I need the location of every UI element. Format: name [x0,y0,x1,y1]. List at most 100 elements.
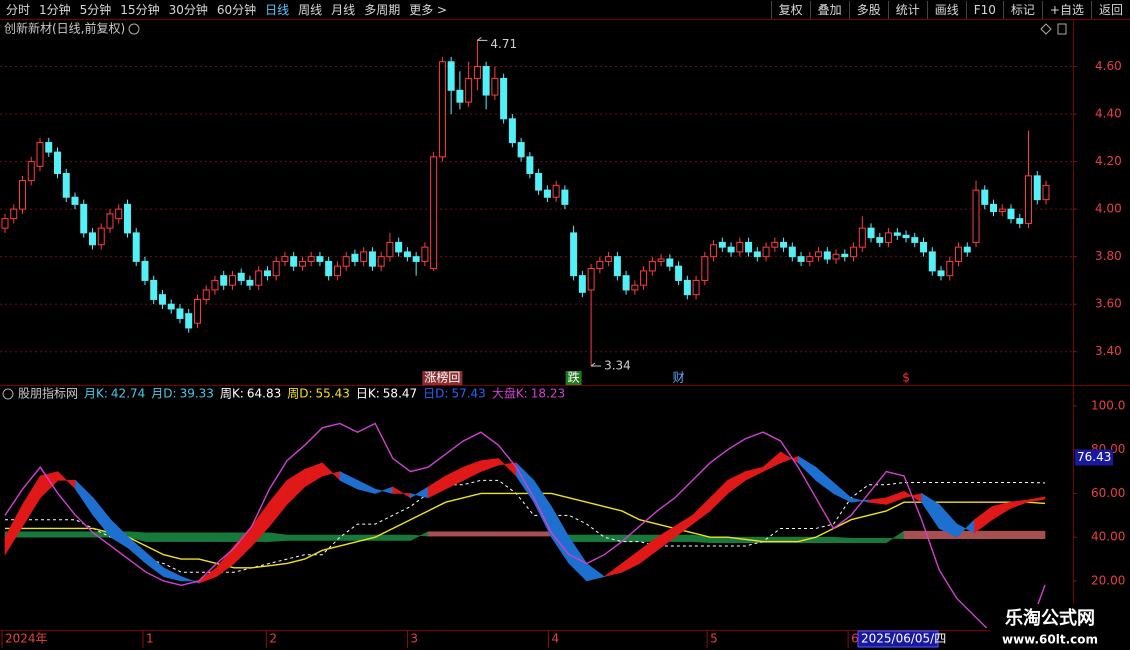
candle-body [272,260,280,277]
toolbar-button[interactable]: 月线 [331,3,356,17]
kd-band [339,471,358,490]
kd-band [57,470,76,490]
candle-body [167,303,175,310]
kd-band [427,531,446,537]
toolbar: 分时 1分钟 5分钟 15分钟 30分钟 60分钟 日线 周线 月线 多周期 更多 > 复权 叠加 多股… [0,0,1130,19]
toolbar-button[interactable]: 15分钟 [120,3,160,17]
candle-body [666,258,674,267]
candle-body [710,244,718,258]
kd-band [269,532,288,542]
candle-body [657,258,665,262]
cursor-date: 2025/06/05/四 [861,632,946,646]
y-tick-label: 4.20 [1095,154,1122,168]
min-label: 3.34 [604,358,631,372]
cursor-value: 76.43 [1077,450,1111,464]
kd-band [674,514,693,538]
candle-body [403,251,411,258]
kd-band [321,534,341,541]
candle-body [683,279,691,296]
kd-band [198,532,217,542]
candle-body [246,279,254,286]
indicator-menu-icon[interactable] [2,388,14,400]
candle-body [193,298,201,324]
kd-band [921,530,940,539]
toolbar-button[interactable]: +自选 [1041,0,1091,19]
kd-band [463,531,482,537]
candle-body [508,118,516,144]
candle-body [596,260,604,270]
toolbar-button[interactable]: 返回 [1090,0,1130,19]
toolbar-button[interactable]: 复权 [770,0,810,19]
kd-band [22,474,41,528]
panel-icon[interactable] [1057,23,1067,35]
candle-body [780,241,788,248]
toolbar-button[interactable]: 叠加 [809,0,849,19]
toolbar-button[interactable]: 多股 [848,0,888,19]
title-menu-icon[interactable] [128,23,140,35]
kd-band [974,530,993,539]
kd-band [991,530,1011,539]
candle-body [211,279,219,291]
legend-value: 64.83 [247,387,281,401]
kd-band [815,466,834,495]
toolbar-button[interactable]: F10 [965,0,1003,19]
candle-body [53,151,61,174]
candle-body [430,156,438,270]
toolbar-button[interactable]: 周线 [298,3,323,17]
watermark-url: www.60lt.com [1002,633,1098,647]
candle-body [640,270,648,286]
candle-body [1025,175,1033,224]
candle-body [325,260,333,277]
kd-band [286,534,305,541]
toolbar-button[interactable]: 30分钟 [168,3,208,17]
candle-body [972,189,980,243]
kd-band [1027,530,1046,539]
legend-name: 大盘K: [492,386,528,401]
toolbar-button[interactable]: 更多 > [409,3,448,17]
candle-body [500,77,508,120]
kd-band [568,534,587,542]
toolbar-button[interactable]: 标记 [1002,0,1042,19]
x-tick-label: 2 [269,632,277,646]
toolbar-button[interactable]: 60分钟 [216,3,257,17]
diamond-icon[interactable] [1040,23,1052,35]
candle-body [255,270,263,286]
toolbar-button[interactable]: 多周期 [364,3,401,17]
candle-body [342,256,350,267]
y-tick-label: 4.60 [1095,59,1122,73]
kd-band [850,538,870,543]
candle-body [237,272,245,281]
kd-band [445,531,464,537]
candle-body [281,256,289,262]
candle-body [438,61,446,158]
candle-body [158,294,166,305]
toolbar-button[interactable]: 画线 [926,0,966,19]
legend-value: 58.47 [383,387,417,401]
candle-body [876,237,884,243]
y-tick-label: 100.0 [1091,398,1125,412]
candle-body [298,260,306,267]
toolbar-button[interactable]: 日线 [265,3,290,17]
kd-band [1009,530,1028,539]
kd-band [163,567,182,582]
candle-body [307,256,315,262]
toolbar-button[interactable]: 分时 [6,3,31,17]
candle-body [141,260,149,281]
legend-name: 周K: [220,387,244,401]
candle-body [920,241,928,253]
toolbar-button[interactable]: 统计 [887,0,927,19]
candle-body [80,203,88,234]
toolbar-button[interactable]: 1分钟 [39,3,71,17]
kd-band [180,532,200,542]
x-tick-label: 5 [710,632,718,646]
candle-body [832,253,840,260]
candle-body [815,251,823,258]
kd-band [586,534,605,542]
candle-body [1016,218,1024,224]
x-tick-label: 3 [410,632,418,646]
kd-band [886,490,905,505]
toolbar-button[interactable]: 5分钟 [79,3,112,17]
kd-band [22,531,41,538]
kd-band [480,458,499,473]
